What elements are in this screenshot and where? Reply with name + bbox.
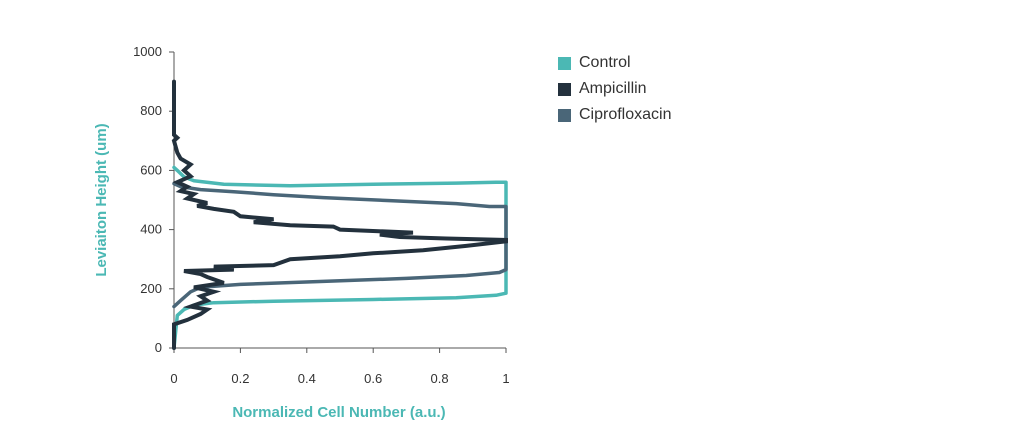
legend-label: Control — [579, 54, 631, 71]
legend-item-ampicillin: Ampicillin — [558, 76, 671, 102]
series-line-ampicillin — [171, 79, 508, 350]
x-tick-label: 0.6 — [364, 371, 382, 386]
legend-swatch — [558, 56, 571, 70]
y-axis-title: Leviaiton Height (um) — [93, 123, 110, 276]
y-tick-label: 600 — [140, 162, 162, 177]
x-tick-label: 1 — [502, 371, 509, 386]
y-tick-label: 800 — [140, 103, 162, 118]
y-tick-label: 1000 — [133, 44, 162, 59]
legend-swatch — [558, 108, 571, 122]
legend: Control Ampicillin Ciprofloxacin — [558, 50, 671, 128]
y-tick-label: 400 — [140, 222, 162, 237]
x-axis-title: Normalized Cell Number (a.u.) — [232, 404, 445, 421]
x-tick-label: 0.4 — [298, 371, 316, 386]
series-line-ciprofloxacin — [172, 181, 508, 309]
legend-item-ciprofloxacin: Ciprofloxacin — [558, 102, 671, 128]
legend-label: Ciprofloxacin — [579, 106, 672, 123]
y-axis: 0 200 400 600 800 1000 — [133, 44, 175, 355]
x-axis: 0 0.2 0.4 0.6 0.8 1 — [170, 347, 510, 386]
plot-area — [171, 79, 508, 350]
x-tick-label: 0.8 — [431, 371, 449, 386]
legend-label: Ampicillin — [579, 80, 647, 97]
legend-swatch — [558, 82, 571, 96]
y-tick-label: 0 — [155, 340, 162, 355]
x-tick-label: 0 — [170, 371, 177, 386]
legend-item-control: Control — [558, 50, 671, 76]
x-tick-label: 0.2 — [231, 371, 249, 386]
y-tick-label: 200 — [140, 281, 162, 296]
